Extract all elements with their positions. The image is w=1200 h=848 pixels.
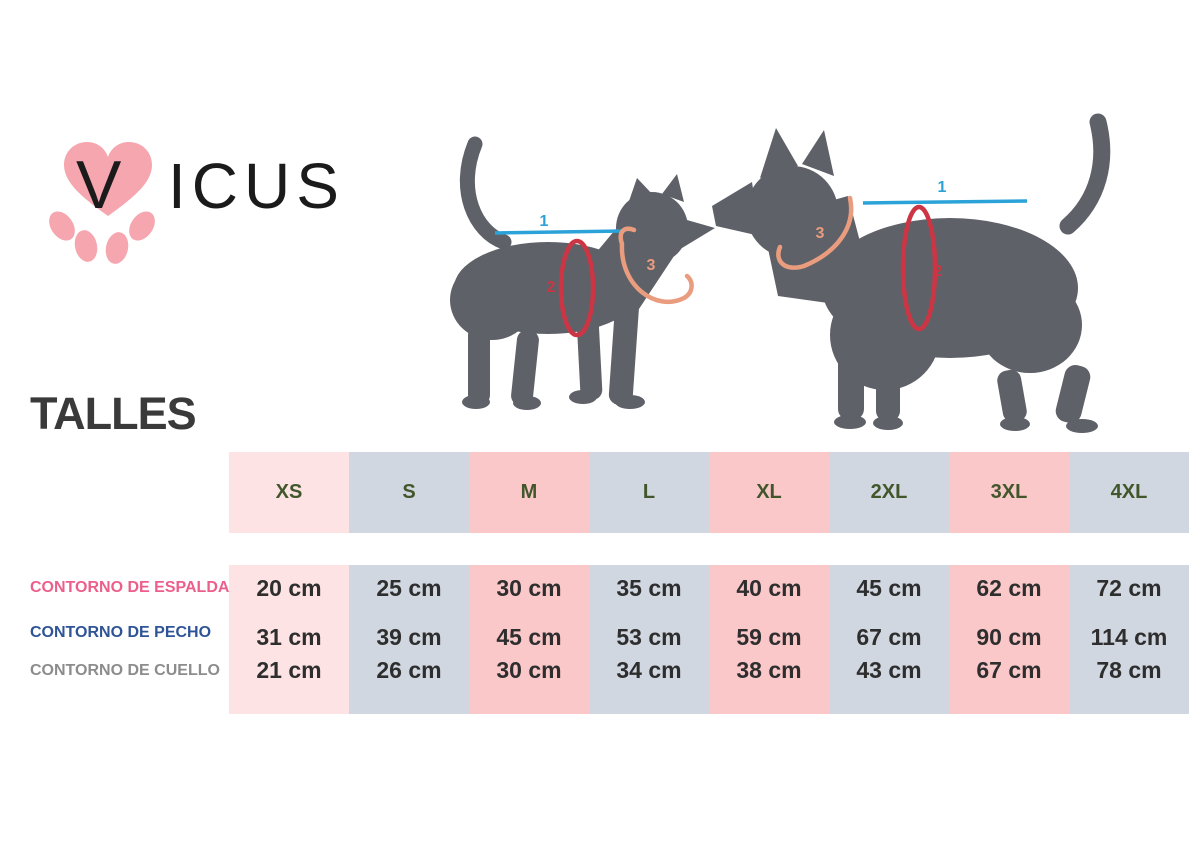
cat-back-measure-line [494, 229, 624, 235]
row-label-contorno-cuello: CONTORNO DE CUELLO [30, 662, 220, 679]
cell-espalda-l: 35 cm [616, 575, 682, 601]
cat-back-measure-label: 1 [540, 213, 549, 230]
cell-pecho-4xl: 114 cm [1090, 624, 1168, 650]
cell-espalda-xs: 20 cm [256, 575, 322, 601]
cell-pecho-m: 45 cm [496, 624, 562, 650]
dog-neck-measure-label: 3 [816, 225, 825, 242]
cell-pecho-xs: 31 cm [256, 624, 322, 650]
brand-logo: V ICUS [40, 132, 360, 272]
cat-chest-measure-ellipse [558, 238, 596, 338]
cell-espalda-s: 25 cm [376, 575, 442, 601]
dog-silhouette [712, 113, 1111, 433]
cell-pecho-xl: 59 cm [736, 624, 802, 650]
cell-cuello-3xl: 67 cm [976, 657, 1042, 683]
page-title: TALLES [30, 388, 197, 439]
cell-cuello-xl: 38 cm [736, 657, 802, 683]
size-column-m: 30 cm 45 cm 30 cm [469, 565, 589, 714]
cell-pecho-3xl: 90 cm [976, 624, 1042, 650]
cell-cuello-s: 26 cm [376, 657, 442, 683]
size-header-xl: XL [709, 452, 829, 533]
dog-chest-measure-ellipse [900, 204, 938, 332]
cell-espalda-3xl: 62 cm [976, 575, 1042, 601]
brand-initial: V [76, 147, 122, 223]
measurement-diagram: 1 2 3 1 2 3 [450, 113, 1111, 433]
size-column-l: 35 cm 53 cm 34 cm [589, 565, 709, 714]
size-column-3xl: 62 cm 90 cm 67 cm [949, 565, 1069, 714]
size-column-s: 25 cm 39 cm 26 cm [349, 565, 469, 714]
dog-back-measure-label: 1 [938, 179, 947, 196]
cell-cuello-l: 34 cm [616, 657, 682, 683]
size-column-xl: 40 cm 59 cm 38 cm [709, 565, 829, 714]
cat-neck-measure-curve [618, 226, 694, 305]
cell-pecho-l: 53 cm [616, 624, 682, 650]
cell-pecho-s: 39 cm [376, 624, 442, 650]
size-header-l: L [589, 452, 709, 533]
size-header-m: M [469, 452, 589, 533]
dog-neck-measure-curve [776, 195, 854, 270]
cell-espalda-xl: 40 cm [736, 575, 802, 601]
size-column-2xl: 45 cm 67 cm 43 cm [829, 565, 949, 714]
cell-espalda-2xl: 45 cm [856, 575, 922, 601]
size-table-header: XS S M L XL 2XL 3XL 4XL [229, 452, 1189, 533]
size-header-s: S [349, 452, 469, 533]
size-header-4xl: 4XL [1069, 452, 1189, 533]
dog-back-measure-line [862, 199, 1028, 205]
size-column-4xl: 72 cm 114 cm 78 cm [1069, 565, 1189, 714]
cat-silhouette [450, 136, 715, 410]
paw-heart-logo: V ICUS [49, 142, 345, 264]
cell-cuello-xs: 21 cm [256, 657, 322, 683]
size-header-2xl: 2XL [829, 452, 949, 533]
paw-toes-icon [49, 211, 155, 264]
cell-cuello-m: 30 cm [496, 657, 562, 683]
cell-cuello-2xl: 43 cm [856, 657, 922, 683]
heart-icon [64, 142, 152, 216]
cell-pecho-2xl: 67 cm [856, 624, 922, 650]
cat-chest-measure-label: 2 [547, 279, 556, 296]
dog-chest-measure-label: 2 [934, 263, 943, 280]
size-table-body: 20 cm 31 cm 21 cm 25 cm 39 cm 26 cm 30 c… [229, 565, 1189, 714]
row-label-contorno-espalda: CONTORNO DE ESPALDA [30, 579, 230, 596]
dog-tail [1059, 113, 1111, 235]
size-header-xs: XS [229, 452, 349, 533]
cell-espalda-4xl: 72 cm [1096, 575, 1162, 601]
row-label-contorno-pecho: CONTORNO DE PECHO [30, 624, 212, 641]
cat-tail [459, 136, 512, 250]
cell-cuello-4xl: 78 cm [1096, 657, 1162, 683]
cell-espalda-m: 30 cm [496, 575, 562, 601]
size-header-3xl: 3XL [949, 452, 1069, 533]
cat-neck-measure-label: 3 [647, 257, 656, 274]
size-column-xs: 20 cm 31 cm 21 cm [229, 565, 349, 714]
brand-name-rest: ICUS [168, 150, 345, 222]
